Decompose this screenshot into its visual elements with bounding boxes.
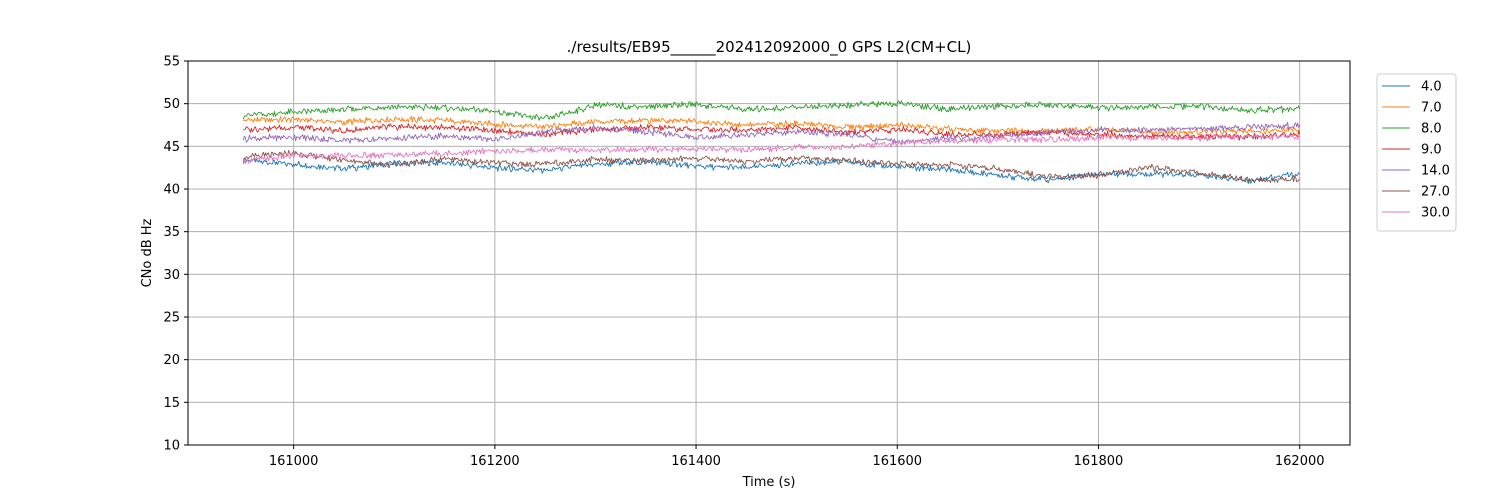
y-tick-label: 40 bbox=[163, 183, 180, 198]
legend-label-30.0: 30.0 bbox=[1421, 206, 1450, 221]
legend-label-9.0: 9.0 bbox=[1421, 143, 1442, 158]
legend-label-27.0: 27.0 bbox=[1421, 185, 1450, 200]
series-layer bbox=[242, 100, 1301, 185]
y-tick-label: 25 bbox=[163, 311, 180, 326]
x-tick-label: 161000 bbox=[269, 454, 319, 469]
x-axis-title: Time (s) bbox=[742, 475, 796, 490]
tick-layer: 161000 161200 161400 161600 161800 162000 10 15… bbox=[163, 55, 1324, 470]
legend: 4.0 7.0 8.0 9.0 14.0 27.0 30.0 bbox=[1376, 73, 1457, 232]
series-line-8.0 bbox=[242, 100, 1301, 121]
legend-label-8.0: 8.0 bbox=[1421, 122, 1442, 137]
plot-frame bbox=[187, 60, 1351, 446]
legend-label-4.0: 4.0 bbox=[1421, 80, 1442, 95]
x-tick-label: 161200 bbox=[470, 454, 520, 469]
x-tick-label: 161600 bbox=[872, 454, 922, 469]
chart-title: ./results/EB95______202412092000_0 GPS L… bbox=[567, 38, 972, 57]
x-tick-label: 161400 bbox=[671, 454, 721, 469]
legend-label-7.0: 7.0 bbox=[1421, 101, 1442, 116]
y-tick-label: 55 bbox=[163, 55, 180, 70]
y-axis-title: CNo dB Hz bbox=[140, 218, 155, 287]
x-tick-label: 161800 bbox=[1074, 454, 1124, 469]
series-line-7.0 bbox=[242, 115, 1300, 136]
y-tick-label: 30 bbox=[163, 268, 180, 283]
series-line-14.0 bbox=[242, 121, 1301, 145]
y-tick-label: 35 bbox=[163, 225, 180, 240]
x-tick-label: 162000 bbox=[1275, 454, 1325, 469]
legend-label-14.0: 14.0 bbox=[1421, 164, 1450, 179]
y-tick-label: 10 bbox=[163, 439, 180, 454]
y-tick-label: 50 bbox=[163, 97, 180, 112]
y-tick-label: 15 bbox=[163, 396, 180, 411]
series-line-30.0 bbox=[242, 132, 1300, 164]
y-tick-label: 20 bbox=[163, 353, 180, 368]
y-tick-label: 45 bbox=[163, 140, 180, 155]
series-line-27.0 bbox=[242, 149, 1301, 184]
legend-box bbox=[1376, 73, 1457, 232]
